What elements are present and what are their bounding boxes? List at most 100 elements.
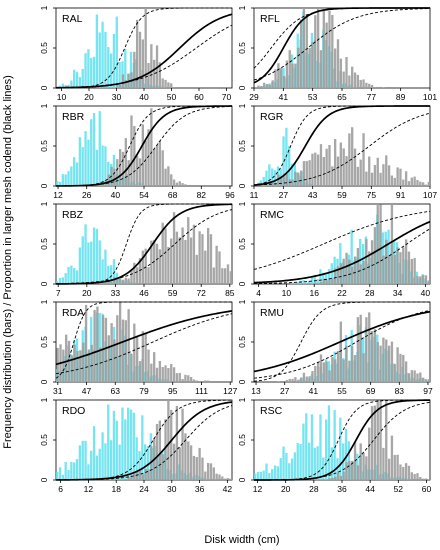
bar-cyan	[322, 272, 325, 284]
bar-cyan	[101, 432, 104, 480]
bar-grey	[138, 158, 142, 186]
bar-grey	[319, 50, 323, 88]
bar-grey	[144, 332, 147, 382]
bar-grey	[172, 179, 176, 186]
bar-cyan	[121, 407, 124, 480]
bar-grey	[373, 165, 377, 186]
bar-grey	[285, 60, 289, 88]
bar-grey	[133, 125, 136, 186]
bar-cyan	[61, 174, 65, 186]
bar-grey	[155, 424, 159, 480]
bar-grey	[96, 282, 99, 284]
bar-grey	[393, 454, 396, 480]
bar-grey	[308, 376, 311, 382]
bar-cyan	[307, 442, 311, 480]
bar-grey	[116, 315, 119, 382]
bar-cyan	[262, 470, 265, 480]
bar-grey	[116, 84, 119, 88]
bar-cyan	[67, 171, 70, 186]
bar-grey	[172, 212, 176, 284]
bar-grey	[331, 357, 334, 382]
bar-grey	[167, 368, 170, 382]
bar-cyan	[279, 458, 282, 480]
x-tick-label: 55	[337, 386, 347, 396]
bar-cyan	[73, 157, 76, 186]
bar-grey	[339, 263, 342, 284]
ci-upper-line	[254, 399, 430, 481]
x-tick-label: 28	[365, 288, 375, 298]
bar-grey	[382, 164, 385, 186]
x-tick-label: 54	[139, 190, 149, 200]
y-tick-label: 1	[39, 397, 49, 402]
bar-cyan	[70, 80, 73, 88]
bar-cyan	[98, 448, 101, 480]
bar-grey	[161, 367, 164, 382]
bar-grey	[427, 181, 430, 186]
bar-grey	[147, 349, 150, 382]
bar-cyan	[305, 282, 308, 284]
bar-grey	[294, 171, 297, 186]
bar-grey	[333, 139, 337, 186]
bar-grey	[297, 172, 300, 186]
bar-grey	[348, 460, 351, 480]
x-tick-label: 70	[222, 92, 232, 102]
bar-grey	[379, 204, 382, 284]
species-code-label: RBZ	[62, 209, 84, 221]
bar-grey	[181, 183, 184, 186]
y-tick-label: 0.5	[39, 238, 49, 250]
bar-grey	[187, 217, 190, 284]
bar-cyan	[336, 458, 339, 480]
bar-grey	[331, 166, 334, 186]
bar-cyan	[98, 32, 101, 88]
bar-grey	[336, 350, 340, 382]
bar-grey	[359, 314, 362, 382]
bar-grey	[175, 373, 179, 382]
x-tick-label: 43	[308, 190, 318, 200]
x-tick-label: 20	[82, 288, 92, 298]
y-tick-label: 1	[237, 299, 247, 304]
y-tick-label: 0	[237, 281, 247, 286]
bar-grey	[201, 457, 204, 480]
bar-grey	[404, 361, 408, 382]
bar-grey	[116, 159, 119, 186]
bar-grey	[362, 353, 365, 382]
bar-grey	[407, 181, 411, 186]
bar-grey	[184, 433, 187, 480]
bar-grey	[141, 474, 144, 480]
bar-cyan	[70, 462, 73, 480]
bar-grey	[138, 469, 142, 480]
bar-grey	[206, 462, 210, 480]
x-tick-label: 83	[395, 386, 405, 396]
bar-grey	[198, 380, 201, 382]
bar-grey	[192, 455, 196, 480]
y-tick-label: 1	[39, 5, 49, 10]
bar-cyan	[90, 119, 93, 186]
bar-cyan	[75, 270, 79, 284]
bar-grey	[138, 31, 142, 89]
bar-grey	[382, 87, 385, 88]
bar-grey	[339, 321, 342, 382]
bar-cyan	[112, 410, 116, 480]
bar-grey	[399, 252, 402, 284]
bar-grey	[365, 171, 368, 186]
x-tick-label: 60	[422, 484, 432, 494]
bar-cyan	[98, 240, 101, 284]
bar-cyan	[58, 277, 62, 284]
x-tick-label: 36	[195, 484, 205, 494]
bar-cyan	[61, 474, 65, 480]
x-tick-label: 30	[167, 484, 177, 494]
x-tick-label: 46	[139, 288, 149, 298]
bar-cyan	[64, 174, 67, 186]
x-tick-label: 22	[337, 288, 347, 298]
bar-cyan	[78, 77, 82, 88]
bar-grey	[311, 371, 314, 382]
x-tick-label: 20	[281, 484, 291, 494]
bar-cyan	[73, 69, 76, 88]
bar-grey	[121, 74, 125, 88]
bar-grey	[379, 172, 382, 186]
bar-cyan	[359, 238, 362, 284]
bar-grey	[110, 323, 113, 382]
bar-grey	[427, 479, 430, 480]
bar-cyan	[75, 458, 79, 480]
bar-grey	[138, 361, 142, 382]
